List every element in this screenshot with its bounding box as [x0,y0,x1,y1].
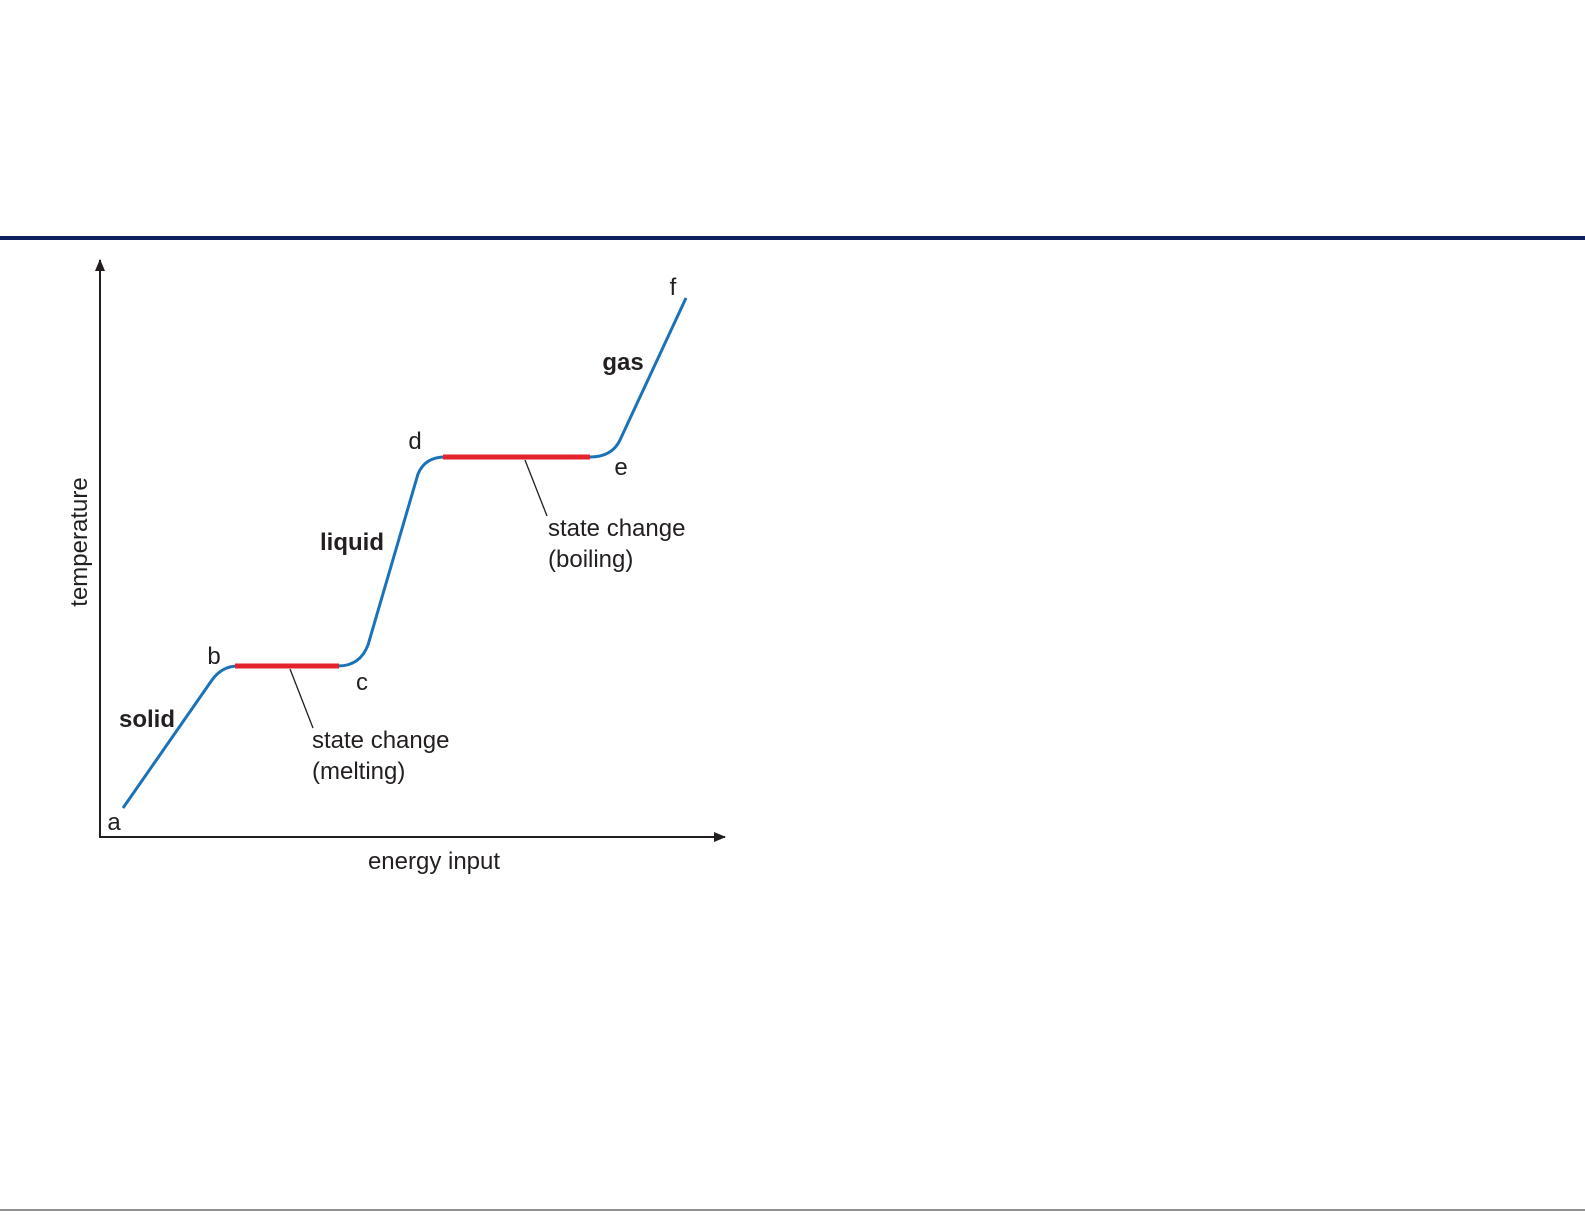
phase-label: liquid [320,529,384,556]
annotation-line: state change [312,727,449,754]
annotation-line: state change [548,515,685,542]
phase-label: solid [119,706,175,733]
annotation-line: (melting) [312,758,405,785]
header-rule [0,236,1585,240]
phase-label: gas [602,349,643,376]
point-label: c [356,669,368,696]
point-label: d [408,428,421,455]
point-label: b [207,643,220,670]
point-label: f [670,274,677,301]
heating-curve [121,297,688,809]
leader-line [289,668,314,729]
annotation-line: (boiling) [548,546,633,573]
point-label: e [614,454,627,481]
leader-line [524,459,548,517]
point-label: a [107,809,121,836]
y-axis-label: temperature [66,477,93,606]
x-axis-label: energy input [368,848,500,875]
